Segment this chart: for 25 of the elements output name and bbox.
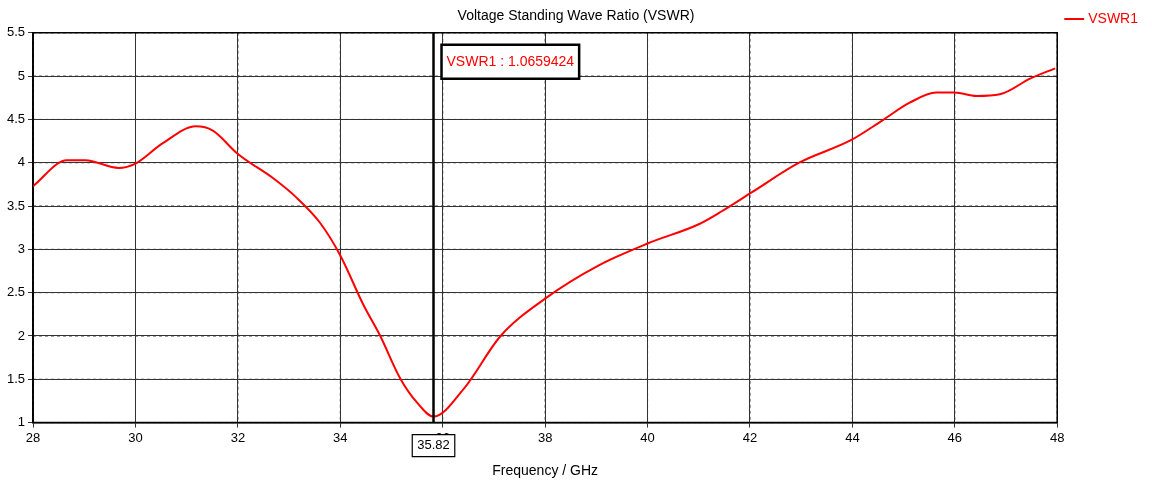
x-tick-label: 44 (845, 429, 860, 445)
y-tick-label: 4.5 (6, 111, 26, 126)
x-tick-label: 48 (1049, 429, 1065, 445)
y-tick-label: 2 (17, 327, 26, 343)
chart-title: Voltage Standing Wave Ratio (VSWR) (457, 7, 695, 24)
x-tick-label: 46 (947, 429, 963, 445)
x-tick-label: 40 (640, 429, 655, 445)
y-tick-label: 2.5 (6, 284, 26, 300)
x-tick-label: 42 (742, 429, 758, 445)
x-tick-label: 38 (537, 429, 553, 445)
x-tick-label: 32 (230, 429, 246, 445)
annotation: VSWR1 : 1.0659424 (446, 52, 575, 69)
y-tick-label: 3.5 (6, 197, 26, 213)
x-axis-title: Frequency / GHz (492, 462, 599, 479)
y-tick-label: 1 (17, 414, 26, 430)
y-tick-label: 5 (17, 67, 26, 83)
legend-label: VSWR1 (1088, 9, 1139, 26)
y-tick-label: 4 (17, 154, 26, 170)
y-tick-label: 3 (17, 240, 26, 256)
x-tick-label: 34 (333, 429, 348, 445)
x-tick-label: 28 (25, 429, 41, 445)
x-tick-label: 30 (128, 429, 143, 445)
y-tick-label: 5.5 (6, 24, 26, 40)
ref-line-label: 35.82 (417, 437, 450, 453)
y-tick-label: 1.5 (6, 370, 26, 386)
